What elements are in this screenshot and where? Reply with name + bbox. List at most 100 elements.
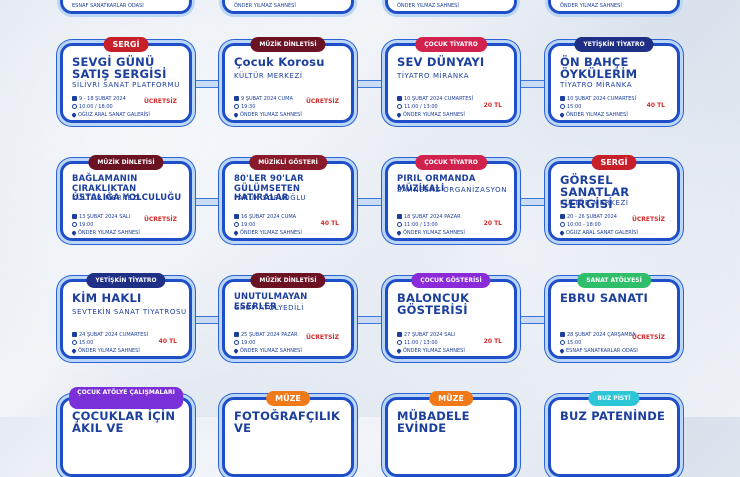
price-label: ÜCRETSİZ: [632, 216, 665, 223]
location-pin-icon: [233, 112, 239, 118]
event-card[interactable]: MÜZİKLİ GÖSTERİ 80'LER 90'LAR GÜLÜMSETEN …: [222, 155, 354, 241]
event-card[interactable]: ÇOCUK TİYATRO SEV DÜNYAYI TİYATRO MİRANKA 1…: [385, 37, 517, 123]
date-label: 18 ŞUBAT 2024 PAZAR: [397, 214, 461, 220]
card-fragment-top: ÖNDER YILMAZ SAHNESİ: [548, 0, 680, 14]
card-fragment-top: ÖNDER YILMAZ SAHNESİ: [222, 0, 354, 14]
clock-icon: [397, 104, 402, 109]
event-card[interactable]: ÇOCUK TİYATRO PIRIL ORMANDA MÜZİKALİ SAHNE…: [385, 155, 517, 241]
event-card[interactable]: MÜZİK DİNLETİSİ UNUTULMAYAN ESERLER GRUP A…: [222, 273, 354, 359]
clock-icon: [397, 340, 402, 345]
clock-icon: [72, 222, 77, 227]
calendar-icon: [234, 214, 239, 219]
date-label: 13 ŞUBAT 2024 SALI: [72, 214, 130, 220]
card-fragment-top: ESNAF SANATKARLAR ODASI: [60, 0, 192, 14]
date-label-text: 10 ŞUBAT 2024 CUMARTESİ: [404, 96, 474, 102]
price-label: 20 TL: [483, 338, 502, 345]
clock-icon: [397, 222, 402, 227]
event-card[interactable]: SANAT ATÖLYESİ EBRU SANATI 28 ŞUBAT 2024 Ç…: [548, 273, 680, 359]
event-card[interactable]: BUZ PİSTİ BUZ PATENİNDE: [548, 391, 680, 477]
event-card[interactable]: MÜZE FOTOĞRAFÇILIK VE: [222, 391, 354, 477]
clock-icon: [72, 340, 77, 345]
location-pin-icon: [559, 230, 565, 236]
price-label: ÜCRETSİZ: [306, 334, 339, 341]
clock-icon: [560, 222, 565, 227]
place-label-text: ÖNDER YILMAZ SAHNESİ: [403, 348, 465, 354]
event-card[interactable]: MÜZİK DİNLETİSİ Çocuk Korosu KÜLTÜR MERKEZ…: [222, 37, 354, 123]
event-title: UNUTULMAYAN ESERLER: [234, 291, 308, 311]
event-title: ÖN BAHÇE ÖYKÜLERİM: [560, 55, 638, 81]
time-label-text: 11:00 / 13:00: [404, 222, 438, 228]
date-label: 9 - 18 ŞUBAT 2024: [72, 96, 126, 102]
event-title: EBRU SANATI: [560, 291, 648, 305]
place-label: ÖNDER YILMAZ SAHNESİ: [71, 348, 140, 354]
event-title: BUZ PATENİNDE: [560, 409, 666, 423]
date-label-text: 9 - 18 ŞUBAT 2024: [79, 96, 126, 102]
date-label: 9 ŞUBAT 2024 CUMA: [234, 96, 293, 102]
date-label-text: 27 ŞUBAT 2024 SALI: [404, 332, 456, 338]
category-badge: MÜZİKLİ GÖSTERİ: [249, 155, 327, 170]
place-label-text: OĞUZ ARAL SANAT GALERİSİ: [566, 230, 638, 236]
connector: [517, 198, 547, 206]
time-label-text: 15:00: [567, 340, 582, 346]
date-label: 10 ŞUBAT 2024 CUMARTESİ: [397, 96, 473, 102]
event-card[interactable]: MÜZE MÜBADELE EVİNDE: [385, 391, 517, 477]
time-label-text: 10:00 - 18:00: [567, 222, 601, 228]
organizer-label: KÜLTÜR MERKEZİ: [72, 194, 141, 202]
price-label: 40 TL: [320, 220, 339, 227]
category-badge: ÇOCUK TİYATRO: [415, 155, 487, 170]
organizer-label: SAHNEBAZ ORGANİZASYON: [397, 186, 508, 194]
place-label: OĞUZ ARAL SANAT GALERİSİ: [559, 230, 638, 236]
event-card[interactable]: SERGİ SEVGİ GÜNÜ SATIŞ SERGİSİ SİLİVRİ SAN…: [60, 37, 192, 123]
place-label: ÖNDER YILMAZ SAHNESİ: [233, 230, 302, 236]
price-label: 20 TL: [483, 102, 502, 109]
event-title: 80'LER 90'LAR GÜLÜMSETEN HATIRALAR: [234, 173, 304, 202]
date-label-text: 18 ŞUBAT 2024 PAZAR: [404, 214, 461, 220]
place-label: ÖNDER YILMAZ SAHNESİ: [396, 348, 465, 354]
price-label: 40 TL: [646, 102, 665, 109]
price-label: ÜCRETSİZ: [306, 98, 339, 105]
organizer-label: KÜLTÜR MERKEZİ: [234, 72, 303, 80]
place-label-text: ÖNDER YILMAZ SAHNESİ: [240, 348, 302, 354]
connector: [517, 316, 547, 324]
category-badge: MÜZİK DİNLETİSİ: [250, 273, 326, 288]
organizer-label: SİLİVRİ SANAT PLATFORMU: [72, 81, 180, 89]
date-label-text: 25 ŞUBAT 2024 PAZAR: [241, 332, 298, 338]
time-label: 11:00 / 13:00: [397, 340, 438, 346]
price-label: 40 TL: [158, 338, 177, 345]
time-label-text: 19:00: [241, 222, 256, 228]
location-pin-icon: [559, 112, 565, 118]
place-label: ÖNDER YILMAZ SAHNESİ: [233, 112, 302, 118]
date-label-text: 16 ŞUBAT 2024 CUMA: [241, 214, 297, 220]
time-label-text: 19:30: [241, 104, 256, 110]
category-badge: MÜZİK DİNLETİSİ: [88, 155, 164, 170]
clock-icon: [234, 222, 239, 227]
price-label: ÜCRETSİZ: [632, 334, 665, 341]
event-card[interactable]: ÇOCUK ATÖLYE ÇALIŞMALARI ÇOCUKLAR İÇİN AK…: [60, 387, 192, 477]
event-card[interactable]: MÜZİK DİNLETİSİ BAĞLAMANIN ÇIRAKLIKTAN US…: [60, 155, 192, 241]
calendar-icon: [234, 96, 239, 101]
connector: [193, 198, 223, 206]
place-label: ÖNDER YILMAZ SAHNESİ: [396, 112, 465, 118]
event-card[interactable]: YETİŞKİN TİYATRO KİM HAKLI SEVTEKİN SANAT …: [60, 273, 192, 359]
connector: [193, 80, 223, 88]
price-label: 20 TL: [483, 220, 502, 227]
clock-icon: [72, 104, 77, 109]
time-label-text: 10:00 / 18:00: [79, 104, 113, 110]
event-card[interactable]: SERGİ GÖRSEL SANATLAR SERGİSİ KÜLTÜR MERKE…: [548, 155, 680, 241]
time-label-text: 19:00: [79, 222, 94, 228]
connector: [355, 198, 385, 206]
time-label: 19:00: [234, 222, 255, 228]
time-label-text: 11:00 / 13:00: [404, 340, 438, 346]
time-label: 19:00: [234, 340, 255, 346]
category-badge: YETİŞKİN TİYATRO: [574, 37, 654, 52]
place-label: ESNAF SANATKARLAR ODASI: [559, 348, 638, 354]
place-label: ÖNDER YILMAZ SAHNESİ: [233, 348, 302, 354]
event-card[interactable]: YETİŞKİN TİYATRO ÖN BAHÇE ÖYKÜLERİM TİYATR…: [548, 37, 680, 123]
event-card[interactable]: ÇOCUK GÖSTERİSİ BALONCUK GÖSTERİSİ 27 ŞUBA…: [385, 273, 517, 359]
calendar-icon: [560, 332, 565, 337]
place-label-text: ÖNDER YILMAZ SAHNESİ: [78, 348, 140, 354]
place-label: ÖNDER YILMAZ SAHNESİ: [397, 3, 459, 9]
calendar-icon: [560, 96, 565, 101]
price-label: ÜCRETSİZ: [144, 216, 177, 223]
location-pin-icon: [71, 230, 77, 236]
